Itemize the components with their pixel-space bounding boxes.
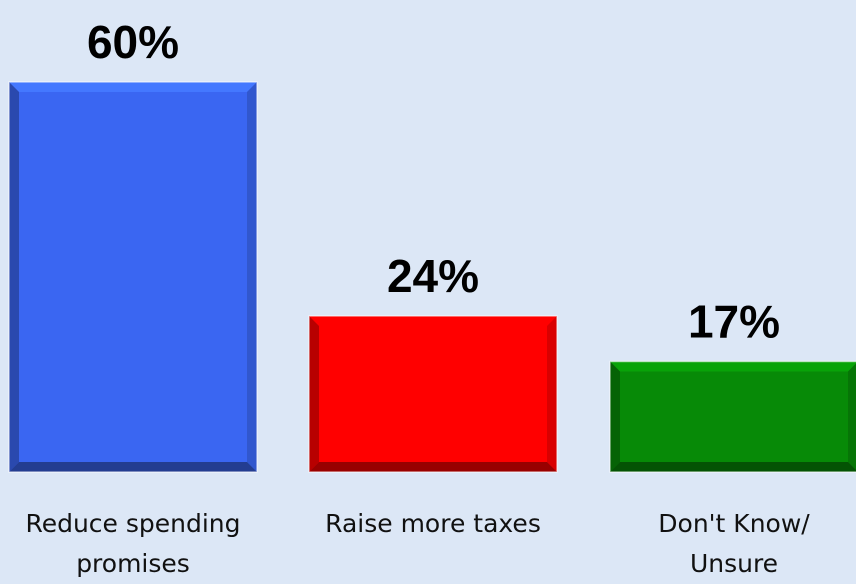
- category-label-2: Raise more taxes: [325, 509, 541, 538]
- bar-bevel-bottom: [9, 462, 257, 472]
- labels-group: 60% Reduce spending promises 24% Raise more …: [25, 16, 810, 578]
- bar-outline: [8, 81, 258, 473]
- bar-face: [9, 82, 257, 472]
- category-label-1-line-2: promises: [76, 549, 190, 578]
- category-label-3-line-2: Unsure: [690, 549, 778, 578]
- bar-bevel-right: [247, 82, 257, 472]
- value-label-3: 17%: [688, 296, 780, 348]
- bar-bevel-top: [610, 361, 856, 372]
- bar-bevel-top: [9, 82, 257, 92]
- bar-bevel-top: [309, 316, 557, 326]
- bar-face: [610, 361, 856, 472]
- value-label-1: 60%: [87, 16, 179, 68]
- bar-outline: [308, 315, 558, 473]
- bar-bevel-right: [547, 316, 557, 472]
- bar-bevel-right: [848, 363, 856, 470]
- value-label-2: 24%: [387, 250, 479, 302]
- bar-face: [309, 316, 557, 472]
- bar-2: [308, 315, 558, 473]
- bar-1: [8, 81, 258, 473]
- category-label-3-line-1: Don't Know/: [658, 509, 810, 538]
- bar-bevel-left: [9, 82, 19, 472]
- bars-group: [8, 81, 856, 473]
- bar-bevel-left: [309, 316, 319, 472]
- bar-bevel-bottom: [309, 462, 557, 472]
- bar-outline: [609, 360, 856, 473]
- bar-bevel-bottom: [610, 462, 856, 472]
- bar-3: [609, 360, 856, 473]
- bar-bevel-left: [610, 361, 620, 472]
- category-label-1-line-1: Reduce spending: [25, 509, 240, 538]
